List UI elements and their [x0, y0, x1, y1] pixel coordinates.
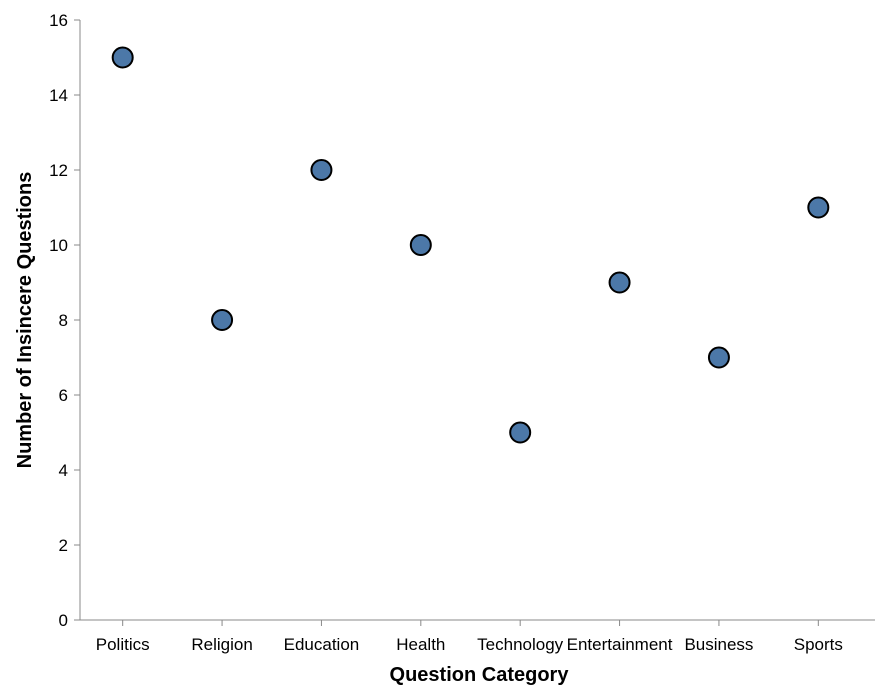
y-tick-label: 10 — [49, 236, 68, 255]
y-tick-label: 4 — [59, 461, 68, 480]
x-tick-label: Politics — [96, 635, 150, 654]
x-tick-label: Entertainment — [567, 635, 673, 654]
x-tick-label: Health — [396, 635, 445, 654]
x-tick-label: Education — [284, 635, 360, 654]
y-tick-label: 6 — [59, 386, 68, 405]
x-tick-label: Religion — [191, 635, 252, 654]
data-point — [111, 46, 134, 69]
y-tick-label: 16 — [49, 11, 68, 30]
x-tick-label: Technology — [477, 635, 564, 654]
data-points — [111, 46, 830, 444]
x-axis-title: Question Category — [390, 664, 570, 686]
y-axis-title: Number of Insincere Questions — [14, 172, 36, 469]
y-tick-label: 0 — [59, 611, 68, 630]
data-point — [310, 159, 333, 181]
y-axis: 0 2 4 6 8 10 12 14 16 — [49, 11, 81, 630]
data-point — [608, 271, 631, 294]
data-point — [509, 421, 532, 444]
y-tick-label: 12 — [49, 161, 68, 180]
data-point — [409, 234, 432, 256]
y-tick-label: 14 — [49, 86, 68, 105]
y-tick-label: 2 — [59, 536, 68, 555]
x-tick-label: Sports — [794, 635, 843, 654]
x-axis: Politics Religion Education Health Technolog… — [80, 619, 875, 654]
data-point — [707, 346, 730, 369]
x-tick-label: Business — [684, 635, 753, 654]
data-point — [211, 309, 234, 331]
y-tick-label: 8 — [59, 311, 68, 330]
data-point — [807, 196, 830, 219]
